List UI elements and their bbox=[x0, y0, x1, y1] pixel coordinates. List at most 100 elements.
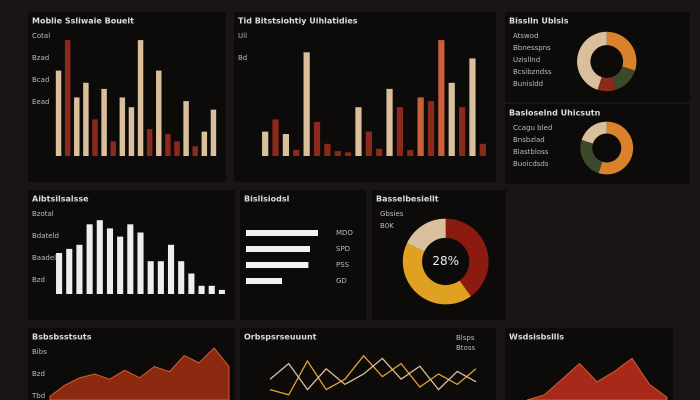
panel-title: Orbspsrseuuunt bbox=[244, 333, 317, 342]
line bbox=[269, 357, 477, 391]
side-label: Bzotal bbox=[32, 210, 54, 218]
bar bbox=[165, 134, 171, 156]
side-label: B0K bbox=[380, 222, 394, 230]
bar bbox=[156, 70, 162, 156]
bar bbox=[56, 253, 63, 294]
bar-label: MDO bbox=[336, 229, 353, 237]
bar-label: SPD bbox=[336, 245, 350, 253]
bar bbox=[344, 152, 352, 156]
panel bbox=[234, 12, 496, 182]
bar bbox=[110, 141, 116, 156]
panel-title: Basloselnd Uhicsutn bbox=[509, 109, 601, 118]
donut-segment bbox=[598, 121, 634, 175]
side-label: Blastbloss bbox=[513, 148, 549, 156]
bar bbox=[66, 248, 73, 294]
bar bbox=[119, 97, 126, 156]
bar bbox=[147, 261, 154, 294]
bar bbox=[86, 224, 93, 294]
panel-title: Moblie Ssliwaie Bouelt bbox=[32, 17, 134, 26]
bar bbox=[407, 149, 414, 156]
side-label: Bbnesspns bbox=[513, 44, 551, 52]
donut-segment bbox=[577, 31, 607, 90]
side-label: Bcsibzndss bbox=[513, 68, 552, 76]
bar bbox=[438, 40, 445, 156]
donut-segment bbox=[406, 218, 446, 252]
donut-segment bbox=[445, 218, 489, 297]
bar bbox=[101, 88, 107, 156]
bar bbox=[262, 131, 269, 156]
bar bbox=[479, 143, 486, 156]
donut-segment bbox=[581, 121, 607, 144]
panel-title: Bisslln Ublsis bbox=[509, 17, 569, 26]
bar bbox=[192, 146, 198, 156]
bar bbox=[183, 101, 189, 156]
side-label: Buoicdsds bbox=[513, 160, 549, 168]
bar bbox=[76, 244, 83, 294]
bar bbox=[64, 40, 71, 156]
bar bbox=[334, 151, 341, 156]
bar bbox=[458, 107, 466, 156]
bar bbox=[448, 82, 455, 156]
side-label: Bdateld bbox=[32, 232, 59, 240]
side-label: Bibs bbox=[32, 348, 47, 356]
bar bbox=[96, 220, 103, 294]
bar bbox=[92, 119, 98, 156]
area bbox=[49, 347, 230, 400]
side-label: Bcad bbox=[32, 76, 49, 84]
side-label: Baadel bbox=[32, 254, 56, 262]
side-label: Cotal bbox=[32, 32, 50, 40]
bar bbox=[74, 97, 80, 156]
bar bbox=[355, 107, 362, 156]
bar bbox=[272, 119, 279, 156]
bar bbox=[137, 40, 144, 156]
bar bbox=[146, 129, 153, 156]
side-label: Uzisllnd bbox=[513, 56, 540, 64]
bar bbox=[313, 121, 321, 156]
panel-title: Tid Bitstsiohtiy Uihlatidies bbox=[238, 17, 358, 26]
legend-label: Btoss bbox=[456, 344, 475, 352]
panel-title: Aibtsilsalsse bbox=[32, 195, 89, 204]
bar-label: GD bbox=[336, 277, 347, 285]
side-label: Bzd bbox=[32, 370, 45, 378]
area bbox=[526, 357, 668, 400]
bar bbox=[128, 107, 135, 156]
bar bbox=[396, 107, 404, 156]
panel-title: Wsdsisbsllls bbox=[509, 333, 564, 342]
panel-title: Basselbesiellt bbox=[376, 195, 439, 204]
side-label: Bnsbzlad bbox=[513, 136, 545, 144]
bar bbox=[469, 58, 476, 156]
bar bbox=[303, 52, 310, 156]
bar bbox=[427, 101, 435, 156]
bar bbox=[167, 244, 175, 294]
center-label: 28% bbox=[432, 254, 459, 268]
bar bbox=[127, 224, 134, 294]
bar bbox=[178, 261, 185, 294]
panel bbox=[240, 190, 366, 320]
side-label: Gbsies bbox=[380, 210, 404, 218]
bar bbox=[246, 230, 318, 236]
side-label: Atswod bbox=[513, 32, 539, 40]
bar bbox=[293, 149, 300, 156]
donut-segment bbox=[402, 243, 471, 305]
bar bbox=[324, 143, 331, 156]
bar bbox=[157, 261, 164, 294]
bar bbox=[188, 273, 195, 294]
bar bbox=[282, 134, 290, 156]
panel-title: Bsbsbsstsuts bbox=[32, 333, 92, 342]
bar bbox=[208, 285, 215, 294]
side-label: Bzad bbox=[32, 54, 49, 62]
side-label: Bzd bbox=[32, 276, 45, 284]
bar bbox=[106, 228, 114, 294]
donut-segment bbox=[606, 31, 637, 71]
side-label: Uil bbox=[238, 32, 247, 40]
legend-label: Blsps bbox=[456, 334, 475, 342]
bar bbox=[246, 262, 309, 268]
donut-segment bbox=[580, 139, 603, 174]
bar bbox=[210, 109, 217, 156]
bar bbox=[417, 97, 424, 156]
bar bbox=[55, 70, 62, 156]
panel bbox=[240, 328, 496, 400]
donut-segment bbox=[611, 66, 635, 90]
bar-label: PSS bbox=[336, 261, 350, 269]
